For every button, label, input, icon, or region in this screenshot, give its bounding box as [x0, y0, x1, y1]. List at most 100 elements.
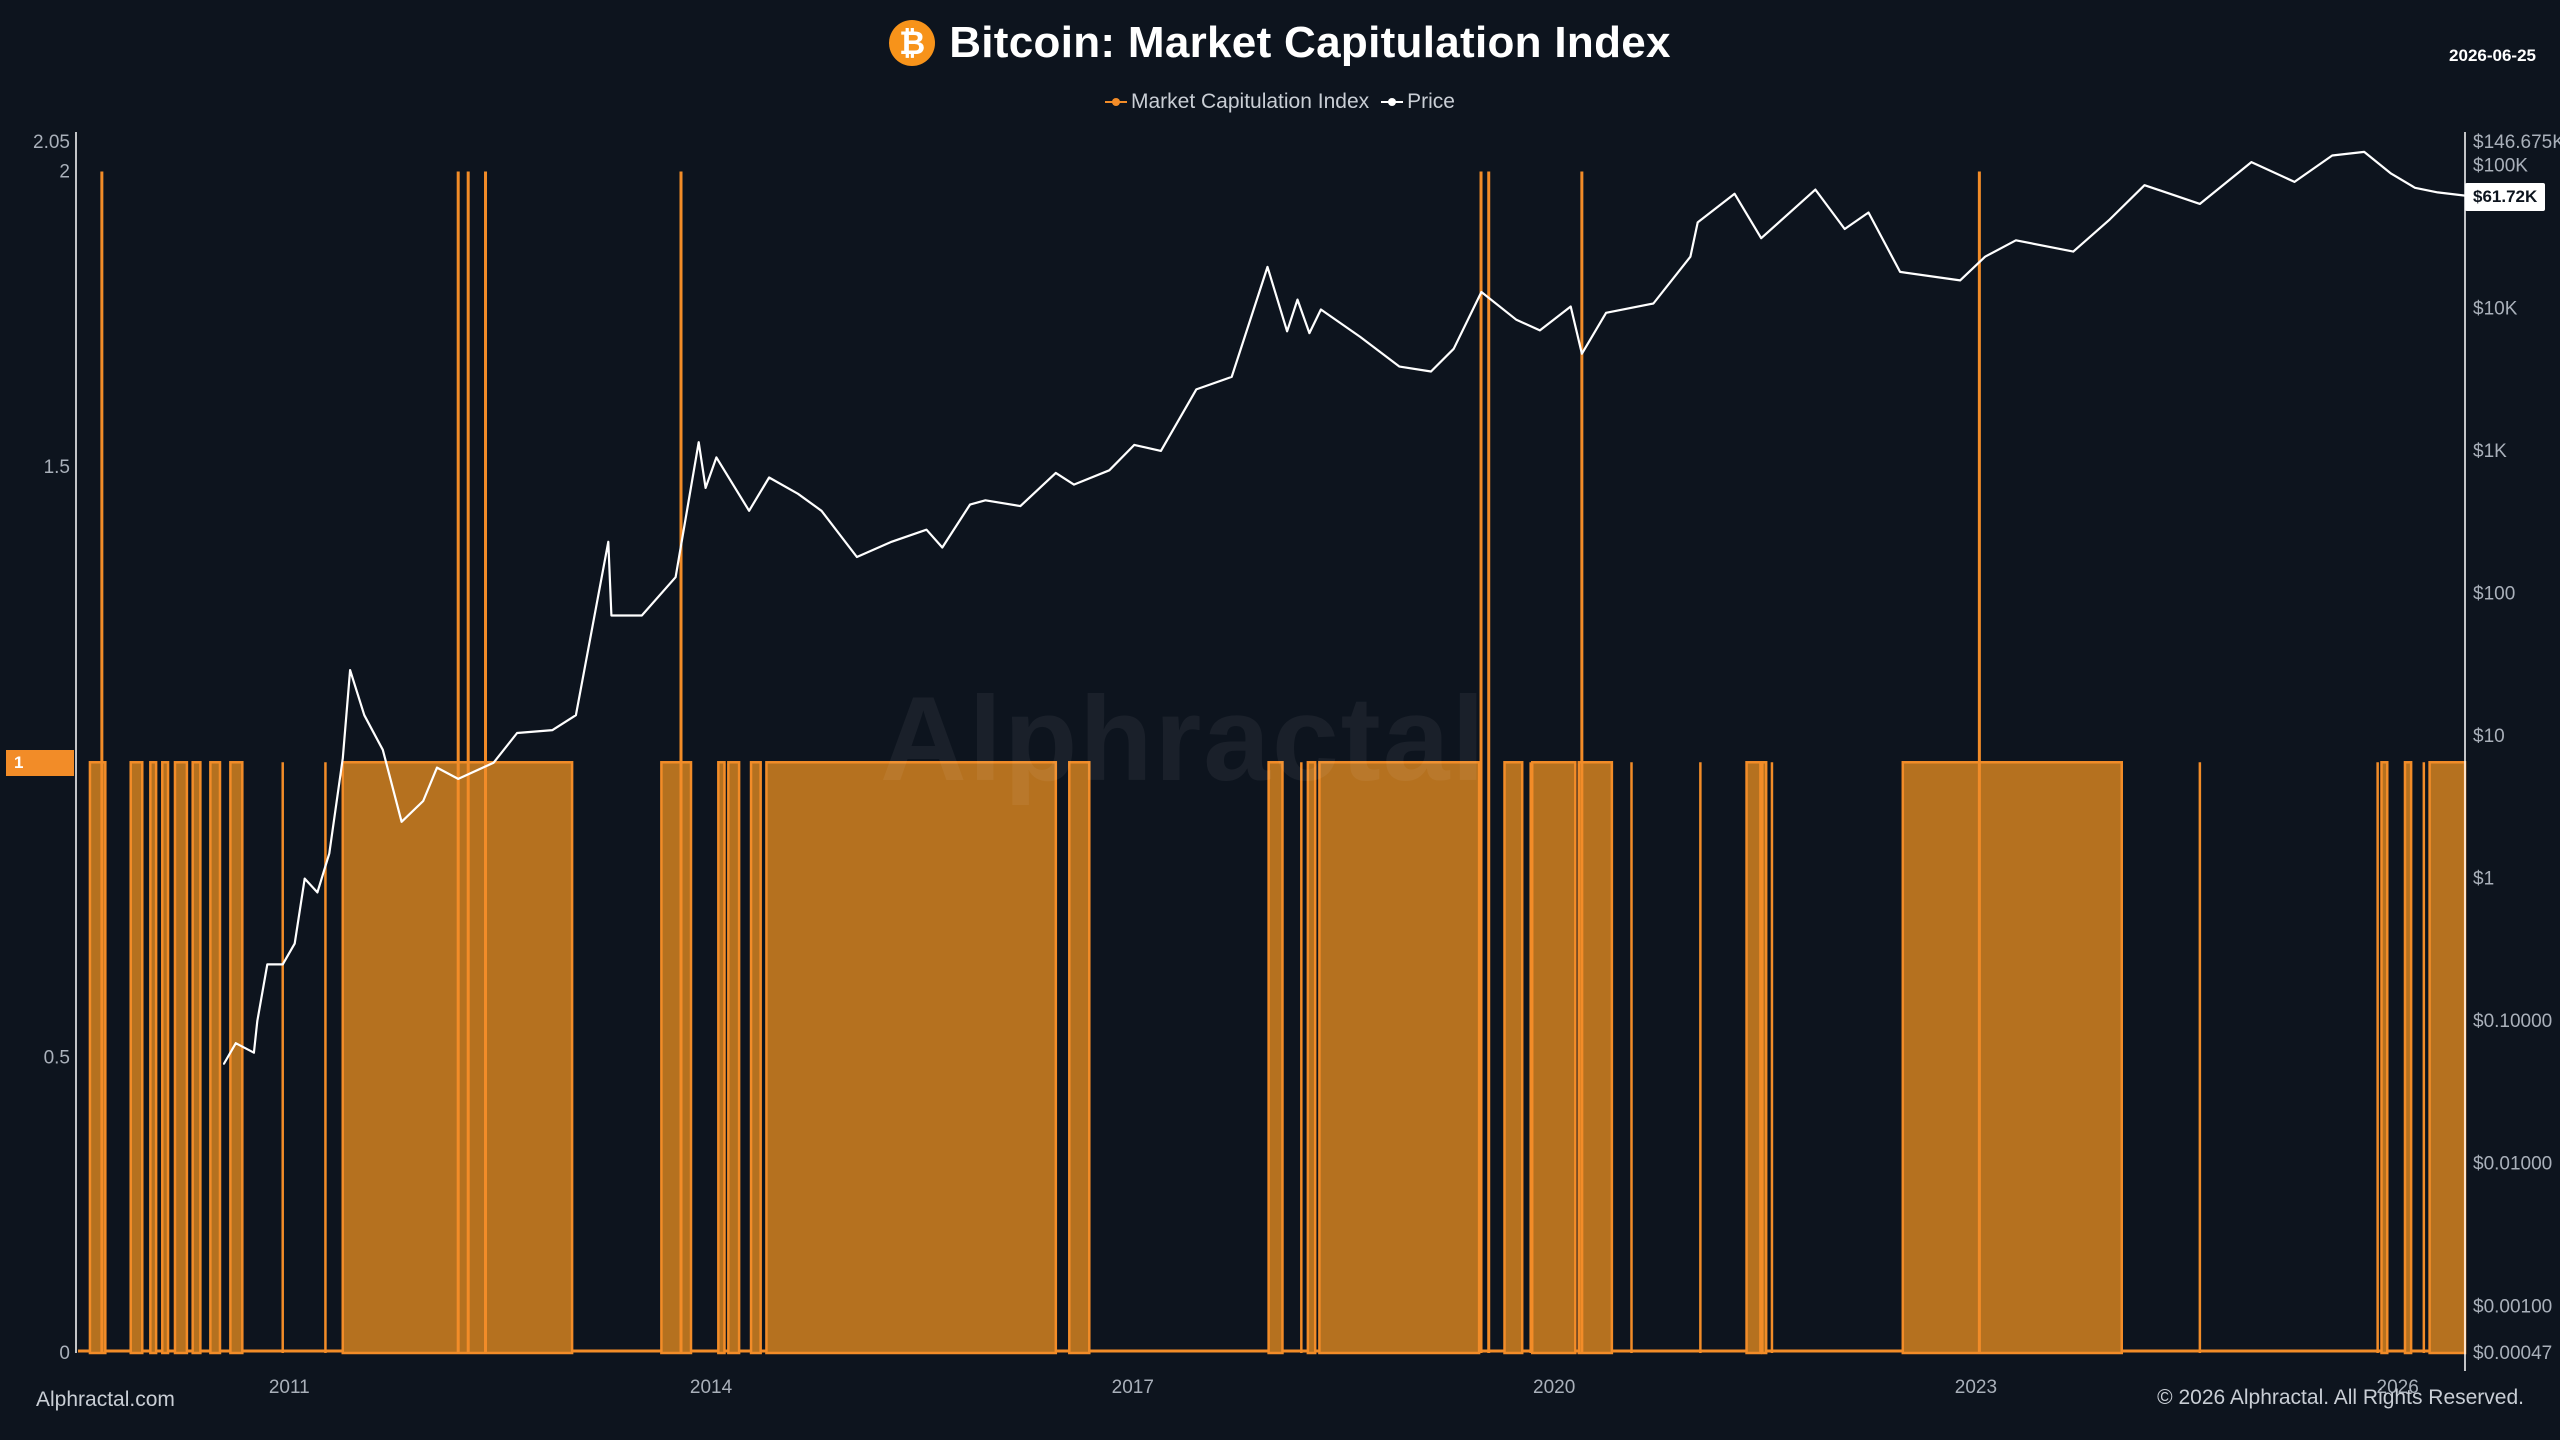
- price-point: [1899, 271, 1901, 273]
- x-tick-label: 2026: [2377, 1377, 2419, 1398]
- price-point: [1195, 388, 1198, 391]
- date-label: 2026-06-25: [2449, 46, 2536, 65]
- price-point: [381, 749, 384, 751]
- index-period-bar: [660, 761, 693, 1355]
- index-period-bar: [1530, 761, 1577, 1355]
- price-point: [1230, 376, 1233, 378]
- price-point: [941, 546, 944, 549]
- price-point: [328, 852, 331, 855]
- left-tick-label: 0: [59, 1343, 70, 1364]
- price-point: [890, 541, 893, 543]
- price-point: [457, 778, 459, 780]
- price-point: [2250, 161, 2253, 163]
- price-point: [1430, 370, 1432, 373]
- price-point: [516, 732, 518, 734]
- legend-swatch-orange-icon: [1105, 96, 1127, 108]
- index-period-bar: [191, 761, 202, 1355]
- legend-swatch-white-icon: [1381, 96, 1404, 108]
- price-point: [223, 1063, 225, 1065]
- price-point: [2436, 191, 2439, 194]
- index-period-bar: [1068, 761, 1091, 1355]
- price-point: [640, 614, 643, 617]
- price-point: [1959, 279, 1961, 282]
- price-point: [1055, 472, 1057, 474]
- price-point: [234, 1042, 237, 1045]
- right-tick-label: $146.675K: [2473, 132, 2560, 153]
- price-point: [1320, 308, 1322, 311]
- index-period-bar: [1267, 761, 1284, 1355]
- left-tick-label: 0.5: [44, 1048, 70, 1069]
- price-point: [1452, 347, 1455, 350]
- legend-item-index[interactable]: Market Capitulation Index: [1105, 90, 1369, 114]
- price-point: [492, 761, 495, 764]
- price-point: [984, 499, 987, 502]
- price-point: [969, 503, 971, 506]
- footer-site[interactable]: Alphractal.com: [36, 1388, 175, 1411]
- price-point: [2143, 184, 2146, 187]
- right-tick-label: $10: [2473, 726, 2505, 747]
- legend-label: Market Capitulation Index: [1131, 90, 1370, 113]
- right-tick-label: $1K: [2473, 441, 2507, 462]
- index-period-bar: [149, 761, 158, 1355]
- price-point: [704, 487, 707, 489]
- left-tick-label: 2: [59, 162, 70, 183]
- index-period-bar: [1577, 761, 1614, 1355]
- index-level-tag: 1: [6, 750, 74, 776]
- right-tick-label: $0.10000: [2473, 1011, 2552, 1032]
- price-point: [2390, 172, 2392, 175]
- index-period-bar: [717, 761, 726, 1355]
- price-point: [281, 963, 284, 966]
- price-point: [2414, 187, 2416, 189]
- price-point: [575, 714, 577, 716]
- price-point: [266, 963, 269, 966]
- right-tick-label: $100: [2473, 583, 2515, 604]
- index-period-bar: [209, 761, 222, 1355]
- price-point: [1133, 444, 1136, 446]
- legend-label: Price: [1407, 90, 1455, 113]
- price-point: [1581, 352, 1583, 355]
- price-point: [1108, 469, 1111, 472]
- price-point: [551, 729, 554, 731]
- index-period-bar: [1503, 761, 1524, 1355]
- price-point: [1843, 228, 1846, 230]
- price-point: [674, 576, 677, 578]
- left-tick-label: 2.05: [33, 132, 70, 153]
- price-point: [341, 757, 344, 759]
- price-point: [422, 800, 424, 802]
- index-period-bar: [229, 761, 244, 1355]
- right-tick-label: $10K: [2473, 298, 2518, 319]
- index-period-bar: [1318, 761, 1481, 1355]
- price-series-line: [222, 150, 2466, 1065]
- x-tick-label: 2023: [1955, 1377, 1997, 1398]
- index-period-bar: [2428, 761, 2467, 1355]
- price-point: [1689, 255, 1692, 258]
- price-point: [316, 891, 319, 894]
- price-point: [1569, 305, 1572, 308]
- price-line: [222, 150, 2466, 1065]
- price-point: [925, 528, 928, 531]
- price-point: [2072, 250, 2075, 253]
- chart-title: Bitcoin: Market Capitulation Index: [949, 18, 1671, 67]
- price-point: [253, 1051, 255, 1054]
- price-point: [2363, 151, 2365, 153]
- x-tick-label: 2020: [1533, 1377, 1575, 1398]
- right-tick-label: $0.00100: [2473, 1296, 2552, 1317]
- legend-item-price[interactable]: Price: [1381, 90, 1455, 114]
- index-period-bar: [727, 761, 741, 1355]
- right-tick-label: $1: [2473, 869, 2494, 890]
- price-point: [400, 821, 403, 823]
- price-point: [768, 476, 770, 479]
- price-point: [1480, 291, 1483, 293]
- price-point: [697, 441, 700, 443]
- price-point: [293, 942, 296, 945]
- left-tick-label: 1.5: [44, 457, 70, 478]
- right-tick-label: $100K: [2473, 156, 2528, 177]
- price-point: [2199, 203, 2201, 205]
- bitcoin-logo-icon: ₿: [889, 20, 936, 66]
- price-point: [1605, 311, 1607, 314]
- price-point: [1696, 221, 1699, 224]
- price-point: [1760, 237, 1762, 240]
- price-point: [2293, 181, 2296, 183]
- price-point: [1515, 319, 1518, 321]
- index-period-bar: [1761, 761, 1768, 1355]
